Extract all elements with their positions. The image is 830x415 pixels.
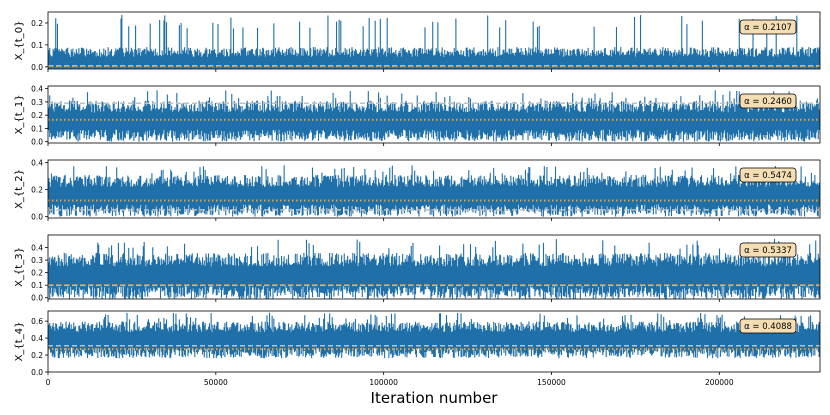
x-axis-label: Iteration number [371, 389, 499, 407]
annotation-text: α = 0.5474 [744, 171, 792, 181]
axes-frame [47, 159, 821, 219]
y-tick-label: 0.4 [31, 244, 43, 253]
panel-2: 0.0 0.2 0.4 X_{t_2} α = 0.5474 [14, 159, 821, 222]
x-tick-label: 50000 [204, 378, 228, 387]
x-tick-label: 200000 [705, 378, 734, 387]
y-tick-label: 0.0 [31, 213, 43, 222]
annotation-text: α = 0.2460 [744, 97, 792, 107]
y-tick-label: 0.0 [31, 368, 43, 377]
annotation-text: α = 0.5337 [744, 246, 792, 256]
y-tick-label: 0.0 [31, 63, 43, 72]
panel-4: 0.0 0.2 0.4 0.6 X_{t_4} α = 0.4088 [14, 310, 821, 377]
y-tick-label: 0.2 [31, 19, 43, 28]
trace-series-2 [48, 165, 820, 217]
y-tick-label: 0.2 [31, 351, 43, 360]
y-tick-label: 0.6 [31, 317, 43, 326]
y-tick-label: 0.1 [31, 124, 43, 133]
annotation-box [739, 93, 797, 109]
annotation-text: α = 0.4088 [744, 322, 792, 332]
y-tick-label: 0.2 [31, 269, 43, 278]
y-axis-label: X_{t_2} [14, 169, 25, 209]
y-tick-label: 0.1 [31, 41, 43, 50]
axes-frame [47, 11, 821, 70]
y-tick-label: 0.4 [31, 159, 43, 168]
x-tick-label: 150000 [537, 378, 566, 387]
trace-series-1 [48, 90, 820, 142]
trace-series-3 [48, 238, 820, 299]
annotation-box [739, 167, 797, 183]
y-tick-label: 0.4 [31, 334, 43, 343]
axes-frame [47, 234, 821, 300]
y-tick-label: 0.3 [31, 256, 43, 265]
annotation-text: α = 0.2107 [744, 23, 792, 33]
trace-series-4 [48, 312, 820, 359]
x-tick-label: 0 [46, 378, 51, 387]
y-axis-label: X_{t_3} [14, 247, 25, 287]
annotation-box [739, 19, 797, 35]
x-tick-label: 100000 [369, 378, 398, 387]
panel-1: 0.0 0.1 0.2 0.3 0.4 X_{t_1} α = 0.2460 [14, 85, 821, 147]
annotation-box [739, 318, 797, 334]
trace-series-0 [48, 14, 820, 69]
y-axis-label: X_{t_4} [14, 322, 25, 362]
panel-3: 0.0 0.1 0.2 0.3 0.4 X_{t_3} α = 0.5337 [14, 234, 821, 303]
y-tick-label: 0.2 [31, 186, 43, 195]
y-tick-label: 0.0 [31, 294, 43, 303]
annotation-box [739, 242, 797, 258]
y-axis-label: X_{t_0} [14, 21, 25, 61]
y-tick-label: 0.3 [31, 98, 43, 107]
y-tick-label: 0.1 [31, 281, 43, 290]
axes-frame [47, 310, 821, 373]
y-tick-label: 0.0 [31, 138, 43, 147]
axes-frame [47, 85, 821, 144]
y-tick-label: 0.2 [31, 111, 43, 120]
y-axis-label: X_{t_1} [14, 95, 25, 135]
y-tick-label: 0.4 [31, 85, 43, 94]
panel-0: 0.0 0.1 0.2 X_{t_0} α = 0.2107 [14, 11, 821, 72]
